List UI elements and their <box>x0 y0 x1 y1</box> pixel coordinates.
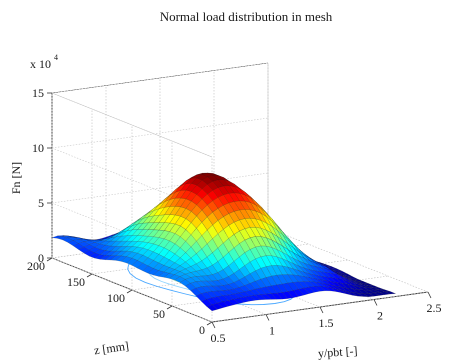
grid-line-z-back <box>51 62 269 94</box>
z-tick-label: 10 <box>32 141 44 155</box>
y-tick-label: 150 <box>67 275 85 289</box>
x-tick-label: 1 <box>269 324 275 338</box>
z-multiplier-base: x 10 <box>30 57 51 71</box>
x-tick-label: 2 <box>377 309 383 323</box>
z-multiplier: x 10 4 <box>30 53 58 71</box>
y-tick-label: 200 <box>27 259 45 273</box>
chart-title: Normal load distribution in mesh <box>160 9 333 24</box>
x-tick-label: 2.5 <box>427 301 442 315</box>
y-tick-label: 100 <box>107 291 125 305</box>
y-tick-mark <box>206 321 213 326</box>
y-tick-label: 0 <box>199 323 205 337</box>
x-axis-label: y/pbt [-] <box>317 344 358 361</box>
y-axis-label: z [mm] <box>93 339 130 358</box>
y-tick-mark <box>46 257 53 262</box>
x-tick-mark <box>319 306 324 314</box>
z-tick-label: 15 <box>32 86 44 100</box>
z-tick-label: 5 <box>38 196 44 210</box>
box-edge-top-left <box>51 92 213 158</box>
z-multiplier-exponent: 4 <box>54 53 58 62</box>
y-tick-label: 50 <box>153 307 165 321</box>
x-tick-label: 1.5 <box>319 316 334 330</box>
y-tick-mark <box>166 305 173 310</box>
x-tick-mark <box>265 314 270 321</box>
y-tick-mark <box>86 273 93 278</box>
z-tick-label: 0 <box>38 251 44 265</box>
x-tick-mark <box>373 299 378 306</box>
x-tick-mark <box>427 291 432 299</box>
z-axis-label: Fn [N] <box>9 162 23 194</box>
grid-line-z-back <box>51 117 269 149</box>
x-tick-mark <box>211 321 216 329</box>
surface-patch <box>384 291 396 295</box>
y-tick-mark <box>126 289 133 294</box>
x-tick-label: 0.5 <box>211 331 226 345</box>
surface-mesh <box>51 172 396 312</box>
